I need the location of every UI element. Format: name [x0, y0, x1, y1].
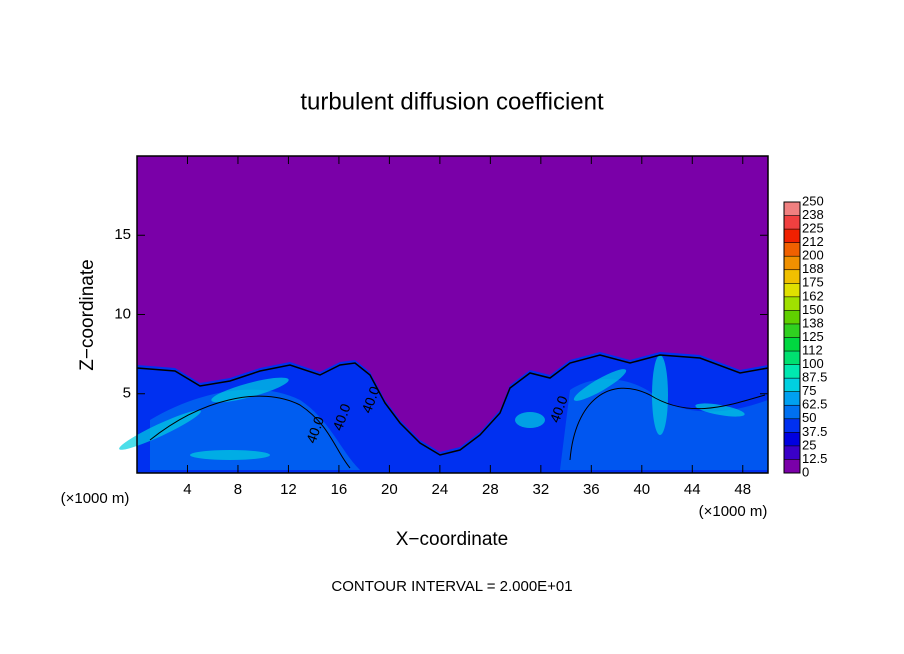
x-unit-label: (×1000 m) [699, 503, 768, 520]
color-band [784, 445, 800, 460]
x-tick-label: 16 [331, 481, 348, 498]
color-band [784, 296, 800, 311]
color-band [784, 378, 800, 392]
x-axis-label: X−coordinate [396, 529, 509, 550]
colorbar-tick-label: 188 [802, 261, 824, 276]
colorbar-tick-label: 87.5 [802, 370, 827, 385]
color-band [784, 391, 800, 406]
colorbar-tick-label: 212 [802, 234, 824, 249]
x-tick-label: 32 [532, 481, 549, 498]
x-tick-label: 44 [684, 481, 701, 498]
color-band [784, 229, 800, 243]
y-tick-label: 5 [123, 385, 131, 402]
color-band [784, 337, 800, 352]
color-band [784, 364, 800, 379]
x-tick-label: 24 [432, 481, 449, 498]
field-region [150, 389, 360, 470]
color-band [784, 215, 800, 230]
colorbar-tick-label: 150 [802, 302, 824, 317]
colorbar-tick-label: 62.5 [802, 397, 827, 412]
field-streak [652, 355, 668, 435]
colorbar-tick-label: 238 [802, 207, 824, 222]
colorbar-tick-label: 37.5 [802, 424, 827, 439]
colorbar-tick-label: 162 [802, 288, 824, 303]
colorbar-tick-label: 175 [802, 275, 824, 290]
color-band [784, 459, 800, 473]
color-band [784, 405, 800, 419]
field-streak [119, 410, 201, 450]
color-band [784, 269, 800, 284]
y-tick-label: 15 [114, 226, 131, 243]
color-band [784, 283, 800, 297]
colorbar-tick-label: 250 [802, 193, 824, 208]
color-band [784, 418, 800, 433]
y-axis-label: Z−coordinate [77, 259, 98, 370]
color-band [784, 202, 800, 216]
colorbar-tick-label: 138 [802, 315, 824, 330]
colorbar: 012.52537.55062.57587.510011212513815016… [783, 193, 827, 479]
color-band [784, 310, 800, 324]
x-tick-label: 48 [734, 481, 751, 498]
colorbar-tick-label: 100 [802, 356, 824, 371]
field-streak [695, 403, 745, 417]
color-band [784, 323, 800, 338]
contour-line [149, 395, 351, 469]
colorbar-tick-label: 225 [802, 221, 824, 236]
x-tick-label: 36 [583, 481, 600, 498]
y-tick-label: 10 [114, 305, 131, 322]
field-streak [190, 450, 270, 460]
color-band [784, 242, 800, 257]
colorbar-tick-label: 200 [802, 248, 824, 263]
colorbar-tick-label: 112 [802, 342, 823, 357]
field-streak [211, 377, 289, 403]
x-tick-label: 12 [280, 481, 297, 498]
contour-line [136, 354, 769, 456]
colorbar-tick-label: 50 [802, 410, 816, 425]
contour-line [569, 387, 766, 461]
x-tick-label: 4 [183, 481, 191, 498]
x-unit-label: (×1000 m) [61, 490, 130, 507]
x-tick-label: 40 [633, 481, 650, 498]
field-streak [515, 412, 545, 428]
colorbar-tick-label: 0 [802, 464, 809, 479]
chart-title: turbulent diffusion coefficient [300, 88, 604, 115]
color-band [784, 256, 800, 270]
colorbar-tick-label: 12.5 [802, 451, 827, 466]
x-tick-label: 8 [234, 481, 242, 498]
x-tick-label: 20 [381, 481, 398, 498]
color-band [784, 351, 800, 365]
colorbar-tick-label: 125 [802, 329, 824, 344]
colorbar-tick-label: 25 [802, 437, 816, 452]
field-streak [573, 369, 627, 401]
color-band [784, 432, 800, 446]
footer: CONTOUR INTERVAL = 2.000E+01 [331, 578, 572, 595]
colorbar-tick-label: 75 [802, 383, 816, 398]
field [119, 155, 769, 474]
x-tick-label: 28 [482, 481, 499, 498]
